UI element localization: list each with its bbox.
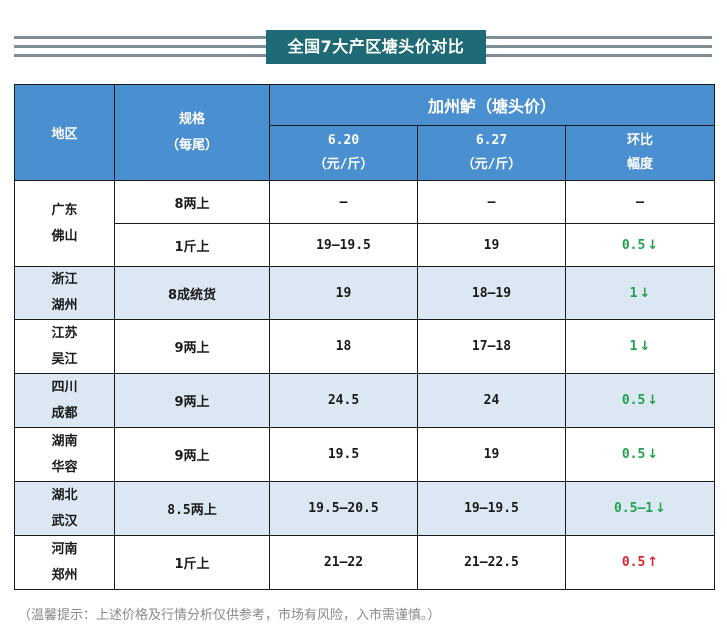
down-arrow-icon: ↓ xyxy=(647,447,659,462)
price-6-27-cell: 19 xyxy=(417,427,566,482)
change-cell: 1 ↓ xyxy=(564,266,716,320)
price-6-27-cell: – xyxy=(417,180,566,224)
change-cell: 0.5 ↓ xyxy=(564,427,716,482)
header-change: 环比 幅度 xyxy=(564,125,716,181)
spec-cell: 1斤上 xyxy=(114,535,270,590)
change-cell: 0.5 ↓ xyxy=(564,373,716,428)
table-row: 四川 成都 9两上 24.5 24 0.5 ↓ xyxy=(14,373,716,428)
region-cell: 湖北 武汉 xyxy=(14,481,115,536)
price-6-20-cell: 19.5 xyxy=(269,427,418,482)
table-row: 河南 郑州 1斤上 21–22 21–22.5 0.5 ↑ xyxy=(14,535,716,590)
table-row: 广东 佛山 8两上 – – – xyxy=(14,180,716,267)
table-row: 湖北 武汉 8.5两上 19.5–20.5 19–19.5 0.5–1 ↓ xyxy=(14,481,716,536)
spec-cell: 8两上 xyxy=(114,180,270,224)
spec-cell: 9两上 xyxy=(114,373,270,428)
change-cell: 0.5 ↓ xyxy=(564,223,716,267)
down-arrow-icon: ↓ xyxy=(639,285,651,301)
disclaimer-note: （温馨提示：上述价格及行情分析仅供参考，市场有风险，入市需谨慎。） xyxy=(18,608,441,623)
table-row: 江苏 吴江 9两上 18 17–18 1 ↓ xyxy=(14,319,716,374)
spec-cell: 8.5两上 xyxy=(114,481,270,536)
price-6-20-cell: 19 xyxy=(269,266,418,320)
price-6-20-cell: – xyxy=(269,180,418,224)
price-comparison-table: 地区 规格 （每尾） 加州鲈（塘头价） 6.20 （元/斤） 6.27 （元/斤） 环… xyxy=(14,84,716,590)
page-title: 全国7大产区塘头价对比 xyxy=(266,30,486,64)
price-6-20-cell: 24.5 xyxy=(269,373,418,428)
down-arrow-icon: ↓ xyxy=(647,237,659,253)
change-cell: – xyxy=(564,180,716,224)
region-cell: 湖南 华容 xyxy=(14,427,115,482)
header-spec: 规格 （每尾） xyxy=(114,84,270,181)
change-cell: 0.5 ↑ xyxy=(564,535,716,590)
header-group: 加州鲈（塘头价） xyxy=(268,84,716,126)
price-6-27-cell: 19–19.5 xyxy=(417,481,566,536)
region-cell: 河南 郑州 xyxy=(14,535,115,590)
price-6-27-cell: 24 xyxy=(417,373,566,428)
header-date-1: 6.20 （元/斤） xyxy=(269,125,418,181)
down-arrow-icon: ↓ xyxy=(655,501,667,516)
spec-cell: 1斤上 xyxy=(114,223,270,267)
header-region: 地区 xyxy=(14,84,115,181)
table-row: 湖南 华容 9两上 19.5 19 0.5 ↓ xyxy=(14,427,716,482)
table-row: 浙江 湖州 8成统货 19 18–19 1 ↓ xyxy=(14,266,716,320)
region-cell: 广东 佛山 xyxy=(14,180,115,267)
price-6-20-cell: 19–19.5 xyxy=(269,223,418,267)
region-cell: 江苏 吴江 xyxy=(14,319,115,374)
spec-cell: 9两上 xyxy=(114,427,270,482)
change-cell: 1 ↓ xyxy=(564,319,716,374)
change-cell: 0.5–1 ↓ xyxy=(564,481,716,536)
header-date-2: 6.27 （元/斤） xyxy=(417,125,566,181)
price-6-27-cell: 21–22.5 xyxy=(417,535,566,590)
spec-cell: 8成统货 xyxy=(114,266,270,320)
down-arrow-icon: ↓ xyxy=(647,393,659,408)
price-6-20-cell: 21–22 xyxy=(269,535,418,590)
price-6-20-cell: 18 xyxy=(269,319,418,374)
region-cell: 四川 成都 xyxy=(14,373,115,428)
up-arrow-icon: ↑ xyxy=(647,555,659,570)
title-banner: 全国7大产区塘头价对比 xyxy=(14,30,712,64)
price-6-27-cell: 17–18 xyxy=(417,319,566,374)
price-6-20-cell: 19.5–20.5 xyxy=(269,481,418,536)
region-cell: 浙江 湖州 xyxy=(14,266,115,320)
spec-cell: 9两上 xyxy=(114,319,270,374)
table-row: 1斤上 19–19.5 19 0.5 ↓ xyxy=(15,223,716,267)
price-6-27-cell: 19 xyxy=(417,223,566,267)
price-6-27-cell: 18–19 xyxy=(417,266,566,320)
down-arrow-icon: ↓ xyxy=(639,339,651,354)
